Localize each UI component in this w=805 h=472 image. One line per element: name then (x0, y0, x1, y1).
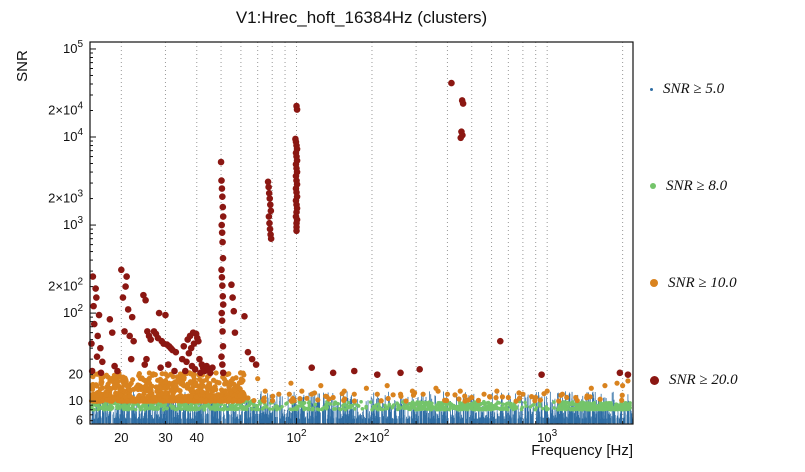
legend-item-snr8: SNR ≥ 8.0 (650, 171, 727, 201)
legend-item-snr20: SNR ≥ 20.0 (650, 365, 738, 395)
plot-frame (89, 41, 634, 425)
svg-text:20: 20 (69, 367, 83, 382)
svg-text:2×103: 2×103 (48, 189, 83, 206)
svg-text:2×104: 2×104 (48, 101, 83, 118)
tick-layer (90, 48, 624, 424)
series-snr20 (88, 79, 632, 378)
series-snr8 (89, 398, 632, 412)
svg-text:102: 102 (63, 303, 83, 320)
svg-text:30: 30 (158, 430, 172, 445)
svg-text:103: 103 (537, 428, 557, 445)
svg-text:2×102: 2×102 (355, 428, 390, 445)
legend-item-snr5: SNR ≥ 5.0 (650, 74, 724, 104)
legend-marker-icon (650, 375, 659, 385)
legend-label: SNR ≥ 10.0 (668, 274, 737, 291)
legend-marker-icon (650, 183, 656, 189)
chart-title: V1:Hrec_hoft_16384Hz (clusters) (235, 8, 488, 27)
svg-text:10: 10 (69, 393, 83, 408)
svg-text:6: 6 (76, 413, 83, 428)
legend-marker-icon (650, 87, 653, 91)
series-snr10 (88, 370, 631, 404)
svg-text:40: 40 (190, 430, 204, 445)
svg-text:105: 105 (63, 39, 83, 56)
legend-label: SNR ≥ 20.0 (669, 371, 738, 388)
svg-text:2×102: 2×102 (48, 277, 83, 294)
svg-text:102: 102 (287, 428, 307, 445)
legend: SNR ≥ 5.0 SNR ≥ 8.0 SNR ≥ 10.0 SNR ≥ 20.0 (650, 60, 800, 420)
x-axis-label: Frequency [Hz] (531, 442, 633, 459)
svg-text:104: 104 (63, 127, 83, 144)
legend-item-snr10: SNR ≥ 10.0 (650, 268, 737, 298)
legend-marker-icon (650, 279, 658, 287)
svg-text:103: 103 (63, 215, 83, 232)
legend-label: SNR ≥ 8.0 (666, 177, 728, 194)
legend-label: SNR ≥ 5.0 (663, 80, 725, 97)
tick-labels: 6 10 20 102 2×102 103 2×103 104 2×104 105 20 30 40 10… (48, 39, 557, 445)
svg-text:20: 20 (114, 430, 128, 445)
